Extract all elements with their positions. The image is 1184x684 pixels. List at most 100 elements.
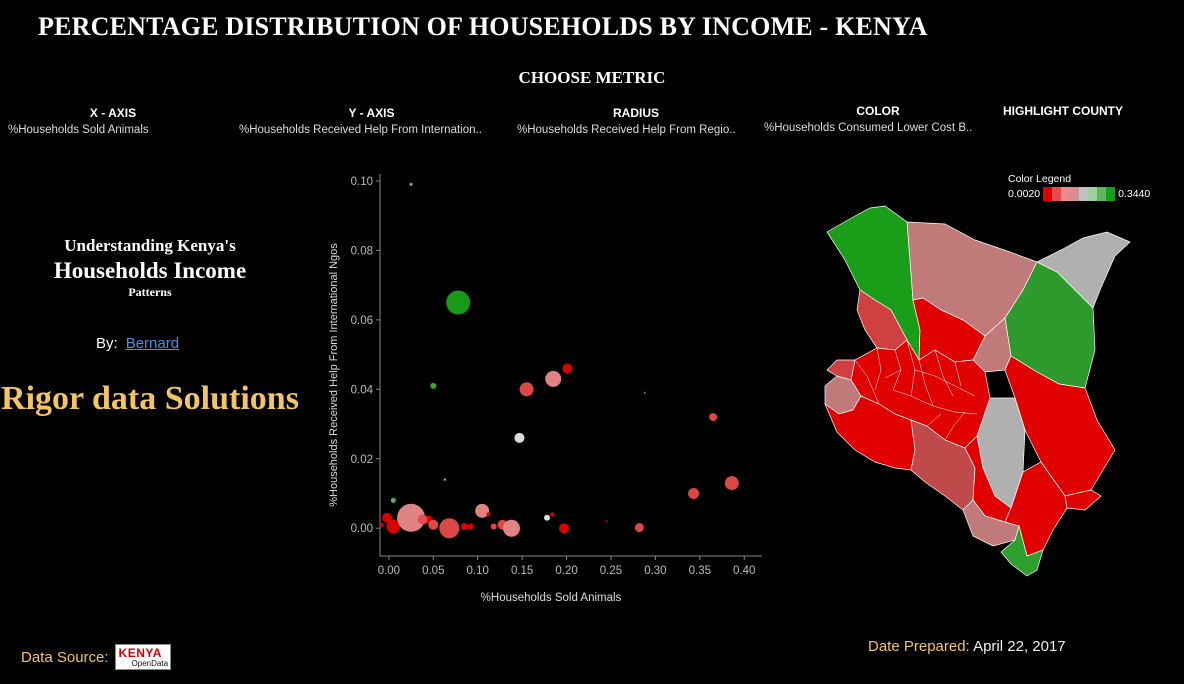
x-tick-label: 0.25 [600,565,622,577]
intro-panel: Understanding Kenya's Households Income … [0,230,300,300]
color-legend-min: 0.0020 [1008,188,1041,200]
color-filter-value[interactable]: %Households Consumed Lower Cost B.. [764,122,973,134]
x-axis-filter-label: X - AXIS [89,106,137,120]
data-point[interactable] [386,519,401,534]
legend-swatch [1097,187,1107,201]
data-point[interactable] [428,519,439,530]
color-legend: Color Legend 0.0020 0.3440 [1008,173,1150,201]
y-tick-label: 0.02 [351,454,373,466]
county-kilifi[interactable] [1004,461,1068,557]
y-axis-filter-label: Y - AXIS [348,106,395,120]
y-tick-label: 0.10 [351,176,373,188]
y-axis-filter-value[interactable]: %Households Received Help From Internati… [239,124,482,136]
kenya-county-map[interactable] [815,200,1135,580]
data-point[interactable] [562,363,573,374]
author-link[interactable]: Bernard [125,335,180,352]
y-tick-label: 0.06 [351,315,373,327]
data-point[interactable] [519,382,534,397]
data-point[interactable] [550,512,555,517]
x-tick-label: 0.05 [422,565,444,577]
logo-text-kenya: KENYA [118,646,162,660]
intro-line-1: Understanding Kenya's [64,236,236,255]
x-axis-filter[interactable]: X - AXIS %Households Sold Animals [8,106,218,136]
x-tick-label: 0.30 [644,565,666,577]
x-tick-label: 0.35 [689,565,711,577]
data-point[interactable] [475,503,490,518]
legend-swatch [1052,187,1062,201]
scatter-points[interactable] [379,182,739,539]
kenya-open-data-logo[interactable]: KENYA OpenData [114,644,171,670]
data-point[interactable] [502,519,520,537]
data-point[interactable] [709,413,718,422]
data-point[interactable] [643,391,646,394]
choose-metric-heading: CHOOSE METRIC [518,68,666,87]
data-point[interactable] [390,497,396,503]
legend-swatch [1061,187,1071,201]
color-filter-label: COLOR [856,104,900,118]
legend-swatch [1088,187,1098,201]
intro-line-3: Patterns [128,285,172,299]
y-tick-label: 0.04 [351,384,374,396]
date-prepared-value: April 22, 2017 [973,638,1066,655]
dashboard-title: PERCENTAGE DISTRIBUTION OF HOUSEHOLDS BY… [38,12,928,41]
color-legend-scale [1043,187,1116,201]
data-point[interactable] [382,512,393,523]
data-point[interactable] [724,476,739,491]
data-point[interactable] [409,182,413,186]
data-point[interactable] [443,478,447,481]
radius-filter[interactable]: RADIUS %Households Received Help From Re… [517,106,755,136]
color-legend-title: Color Legend [1008,173,1072,185]
data-point[interactable] [397,503,426,532]
county-boundaries [854,339,978,441]
intro-line-2: Households Income [53,258,247,283]
data-point[interactable] [430,382,437,389]
x-tick-label: 0.15 [511,565,533,577]
y-axis-title: %Households Received Help From Internati… [328,243,340,507]
y-tick-label: 0.00 [351,523,373,535]
data-point[interactable] [558,523,569,534]
data-point[interactable] [544,514,551,521]
company-name: Rigor data Solutions [1,380,299,417]
legend-swatch [1070,187,1080,201]
logo-text-opendata: OpenData [131,659,169,668]
data-source: Data Source: KENYA OpenData [21,644,171,670]
data-source-label: Data Source: [21,648,109,666]
x-tick-label: 0.40 [733,565,755,577]
legend-swatch [1106,187,1116,201]
legend-swatch [1043,187,1053,201]
data-point[interactable] [486,512,491,517]
data-point[interactable] [490,523,497,530]
county-kwale[interactable] [1000,524,1044,577]
color-filter[interactable]: COLOR %Households Consumed Lower Cost B.… [764,104,992,134]
data-point[interactable] [439,518,460,539]
legend-swatch [1079,187,1089,201]
x-tick-label: 0.20 [555,565,577,577]
highlight-county-filter-label: HIGHLIGHT COUNTY [1003,104,1123,118]
y-tick-label: 0.08 [351,245,373,257]
data-point[interactable] [446,290,471,315]
highlight-county-filter[interactable]: HIGHLIGHT COUNTY [1000,104,1126,122]
data-point[interactable] [514,432,525,443]
data-point[interactable] [605,520,608,523]
radius-filter-label: RADIUS [612,106,659,120]
date-prepared: Date Prepared: April 22, 2017 [868,638,1066,655]
color-legend-max: 0.3440 [1118,188,1151,200]
data-point[interactable] [379,522,384,527]
author-line: By: Bernard [96,335,179,352]
data-point[interactable] [460,522,468,530]
data-point[interactable] [545,370,562,387]
date-prepared-label: Date Prepared: [868,638,970,655]
x-axis-filter-value[interactable]: %Households Sold Animals [8,124,149,136]
x-axis-title: %Households Sold Animals [481,592,622,604]
data-point[interactable] [417,514,428,525]
radius-filter-value[interactable]: %Households Received Help From Regio.. [517,124,736,136]
by-label: By: [96,335,118,352]
y-axis-filter[interactable]: Y - AXIS %Households Received Help From … [239,106,504,136]
scatter-axes: 0.00 0.02 0.04 0.06 0.08 0.10 0.00 0.05 0.10 0.15… [351,174,762,577]
x-tick-label: 0.10 [467,565,489,577]
data-point[interactable] [467,523,474,530]
data-point[interactable] [634,523,644,533]
county-bungoma[interactable] [826,359,856,381]
data-point[interactable] [688,487,700,499]
scatter-plot[interactable]: 0.00 0.02 0.04 0.06 0.08 0.10 0.00 0.05 0.10 0.15… [310,160,780,620]
